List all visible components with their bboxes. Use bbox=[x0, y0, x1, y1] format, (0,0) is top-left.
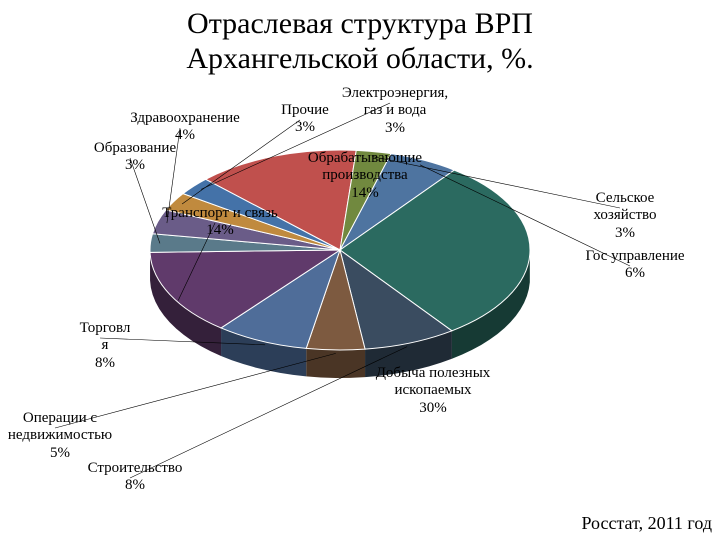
slice-label-4: Строительство 8% bbox=[70, 460, 200, 495]
slice-label-3: Добыча полезных ископаемых 30% bbox=[368, 365, 498, 417]
slice-label-0: Обрабатывающие производства 14% bbox=[300, 150, 430, 202]
slice-label-9: Здравоохранение 4% bbox=[120, 110, 250, 145]
slice-label-1: Сельское хозяйство 3% bbox=[560, 190, 690, 242]
slice-label-8: Образование 3% bbox=[70, 140, 200, 175]
slice-label-7: Транспорт и связь 14% bbox=[155, 205, 285, 240]
slice-label-2: Гос управление 6% bbox=[570, 248, 700, 283]
slice-label-6: Торговл я 8% bbox=[40, 320, 170, 372]
source-caption: Росстат, 2011 год bbox=[581, 513, 712, 534]
slice-label-5: Операции с недвижимостью 5% bbox=[0, 410, 125, 462]
leader-4 bbox=[130, 347, 407, 478]
slice-label-11: Электроэнергия, газ и вода 3% bbox=[330, 85, 460, 137]
